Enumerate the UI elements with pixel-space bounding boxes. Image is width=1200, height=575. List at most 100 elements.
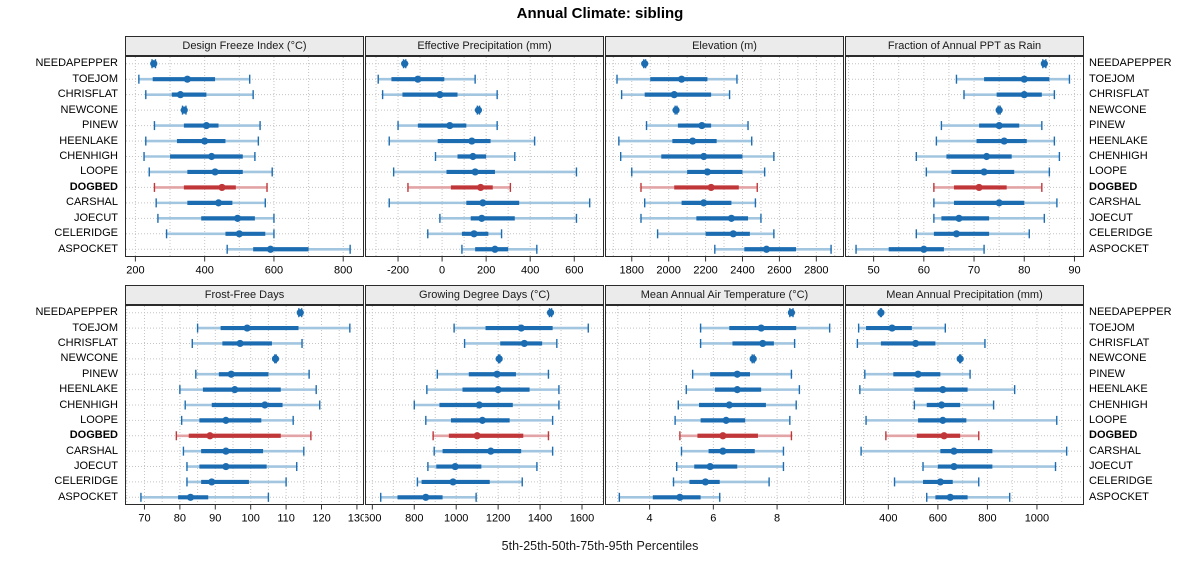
panel-strip-mean-annual-precip: Mean Annual Precipitation (mm) bbox=[845, 285, 1084, 305]
axis-tick-label: 200 bbox=[126, 265, 144, 277]
percentile-row-highlight bbox=[933, 182, 1043, 192]
percentile-row bbox=[401, 59, 409, 69]
axis-tick-label: 400 bbox=[879, 513, 897, 525]
percentile-row bbox=[933, 213, 1046, 223]
percentile-row bbox=[392, 167, 578, 177]
percentile-row bbox=[855, 244, 985, 254]
median-dot bbox=[1020, 91, 1028, 99]
axis-tick-label: 8 bbox=[774, 513, 780, 525]
median-dot bbox=[939, 416, 947, 424]
panel-strip-design-freeze-index: Design Freeze Index (°C) bbox=[125, 36, 364, 56]
percentile-row bbox=[145, 136, 260, 146]
median-dot bbox=[946, 493, 954, 501]
percentile-row bbox=[436, 369, 550, 379]
site-label-joecut: JOECUT bbox=[1089, 460, 1133, 473]
panel-border bbox=[605, 305, 844, 505]
percentile-row bbox=[157, 213, 275, 223]
median-dot bbox=[231, 386, 239, 394]
median-dot bbox=[729, 230, 737, 238]
site-label-loope: LOOPE bbox=[1089, 165, 1127, 178]
percentile-row bbox=[893, 477, 980, 487]
panel-border bbox=[845, 56, 1084, 257]
median-dot bbox=[211, 168, 219, 176]
percentile-row bbox=[271, 354, 280, 364]
percentile-row bbox=[672, 477, 770, 487]
axis-tick-label: 0 bbox=[439, 265, 445, 277]
percentile-row bbox=[296, 308, 304, 318]
site-label-chenhigh: CHENHIGH bbox=[59, 150, 118, 162]
percentile-row bbox=[691, 369, 793, 379]
median-dot bbox=[937, 401, 946, 409]
percentile-row bbox=[915, 152, 1061, 161]
percentile-row bbox=[453, 323, 589, 333]
axis-tick-label: 600 bbox=[929, 513, 947, 525]
median-dot bbox=[955, 214, 963, 222]
median-dot bbox=[520, 339, 528, 348]
site-label-toejom: TOEJOM bbox=[1089, 321, 1135, 334]
median-dot bbox=[414, 75, 422, 83]
site-label-toejom: TOEJOM bbox=[72, 72, 118, 85]
panel-strip-growing-degree-days: Growing Degree Days (°C) bbox=[365, 285, 604, 305]
median-dot bbox=[222, 462, 230, 471]
median-dot bbox=[950, 462, 958, 471]
axis-tick-label: 90 bbox=[1068, 265, 1080, 277]
percentile-row bbox=[388, 198, 591, 208]
percentile-row-highlight bbox=[679, 431, 793, 441]
median-dot bbox=[201, 137, 209, 145]
percentile-row bbox=[495, 354, 503, 364]
percentile-row bbox=[461, 244, 538, 254]
percentile-row bbox=[140, 492, 270, 502]
percentile-row bbox=[620, 90, 731, 100]
axis-tick-label: 2200 bbox=[693, 265, 717, 277]
median-dot bbox=[207, 152, 216, 161]
site-label-pinew: PINEW bbox=[1089, 367, 1126, 380]
percentile-row bbox=[180, 105, 188, 115]
median-dot bbox=[436, 91, 444, 99]
panel-svg: -200 0 200 400 600 bbox=[365, 56, 604, 277]
panel-svg: 600 800 1000 1200 1400 1600 bbox=[365, 305, 604, 525]
panel-strip-elevation: Elevation (m) bbox=[605, 36, 844, 56]
percentile-row-highlight bbox=[640, 182, 758, 192]
median-dot bbox=[707, 183, 715, 192]
axis-tick-label: 80 bbox=[1018, 265, 1030, 277]
site-label-needapepper: NEEDAPEPPER bbox=[1089, 57, 1172, 70]
panel-svg: 400 600 800 1000 bbox=[845, 305, 1084, 525]
percentile-row bbox=[714, 244, 832, 254]
percentile-row bbox=[138, 74, 251, 84]
percentile-row bbox=[877, 308, 885, 318]
median-dot bbox=[478, 214, 486, 222]
median-dot bbox=[206, 432, 214, 440]
percentile-row bbox=[935, 136, 1056, 146]
site-label-chenhigh: CHENHIGH bbox=[1089, 398, 1148, 411]
percentile-row bbox=[155, 198, 266, 208]
median-dot bbox=[176, 91, 185, 99]
percentile-row bbox=[1040, 59, 1048, 69]
percentile-row bbox=[196, 323, 351, 333]
percentile-row-highlight bbox=[175, 431, 312, 441]
site-label-newcone: NEWCONE bbox=[60, 103, 118, 116]
median-dot bbox=[701, 478, 709, 486]
axis-tick-label: 1000 bbox=[444, 513, 468, 525]
percentile-row bbox=[963, 90, 1056, 100]
percentile-row bbox=[699, 323, 831, 333]
panel-svg: 50 60 70 80 90 bbox=[845, 56, 1084, 277]
site-label-dogbed: DOGBED bbox=[1089, 180, 1138, 193]
site-label-aspocket: ASPOCKET bbox=[58, 490, 118, 503]
site-label-heenlake: HEENLAKE bbox=[59, 383, 118, 396]
site-label-chrisflat: CHRISFLAT bbox=[1089, 88, 1150, 101]
percentile-row bbox=[165, 229, 275, 239]
median-dot bbox=[180, 106, 188, 114]
percentile-row bbox=[640, 213, 762, 223]
median-dot bbox=[471, 168, 479, 176]
site-label-joecut: JOECUT bbox=[74, 460, 118, 473]
site-label-newcone: NEWCONE bbox=[60, 352, 118, 365]
site-label-loope: LOOPE bbox=[80, 165, 118, 178]
median-dot bbox=[1020, 75, 1028, 83]
site-label-newcone: NEWCONE bbox=[1089, 352, 1147, 365]
median-dot bbox=[940, 432, 948, 440]
panel-plot-frost-free-days: 70 80 90 100 110 120 130 bbox=[125, 305, 364, 531]
panel-svg: 1800 2000 2200 2400 2600 2800 bbox=[605, 56, 844, 277]
median-dot bbox=[727, 214, 736, 222]
median-dot bbox=[477, 183, 485, 192]
percentile-row bbox=[645, 121, 749, 131]
